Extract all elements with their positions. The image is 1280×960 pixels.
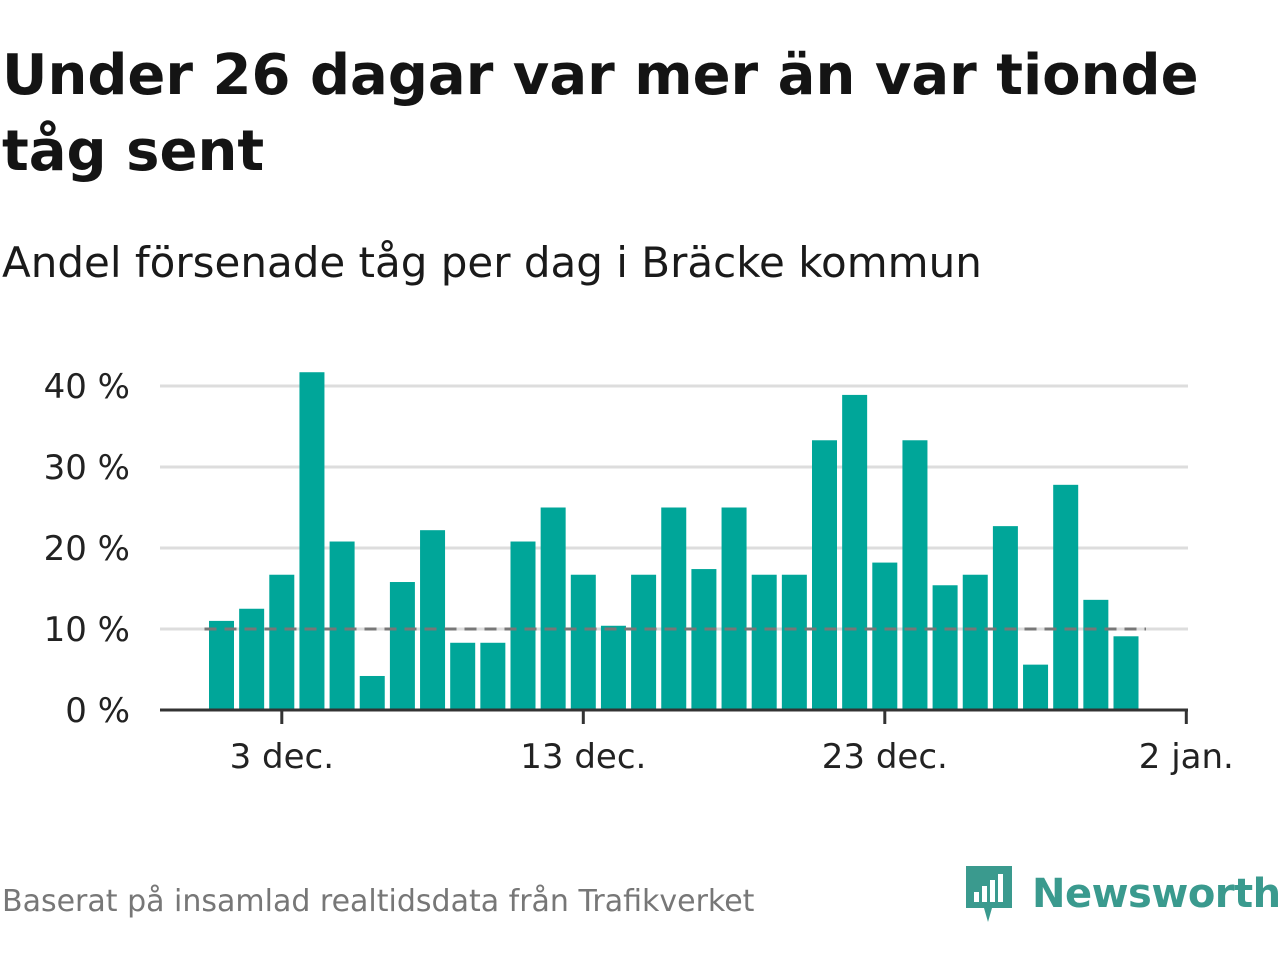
x-tick-label: 13 dec.	[520, 737, 646, 777]
x-tick-label: 2 jan.	[1139, 737, 1234, 777]
y-tick-label: 30 %	[44, 448, 130, 488]
bar	[992, 526, 1018, 710]
y-tick-label: 0 %	[65, 691, 130, 731]
bar	[420, 530, 446, 710]
y-tick-label: 10 %	[44, 610, 130, 650]
bar	[600, 625, 626, 710]
bar	[631, 574, 657, 710]
bar	[1053, 484, 1079, 710]
bar	[691, 569, 717, 710]
chart-title: Under 26 dagar var mer än var tionde tåg…	[2, 43, 1199, 184]
bar	[812, 440, 837, 710]
bar	[842, 394, 868, 710]
bar	[510, 541, 536, 710]
bar	[389, 582, 415, 710]
bar	[480, 642, 506, 710]
x-axis	[160, 708, 1188, 724]
bar	[450, 642, 476, 710]
bar	[721, 507, 747, 710]
bar	[269, 574, 295, 710]
x-axis-labels: 3 dec. 13 dec. 23 dec. 2 jan.	[230, 737, 1234, 777]
x-tick-label: 3 dec.	[230, 737, 334, 777]
bar	[329, 541, 355, 710]
bar	[1023, 664, 1049, 710]
bar	[962, 574, 988, 710]
newsworthy-logo: Newsworthy	[964, 864, 1280, 924]
y-axis-labels: 0 % 10 % 20 % 30 % 40 %	[44, 367, 130, 731]
newsworthy-chart-icon	[966, 866, 1012, 922]
bar	[751, 574, 777, 710]
bar	[299, 372, 325, 710]
source-footer: Baserat på insamlad realtidsdata från Tr…	[2, 884, 755, 919]
x-tick-label: 23 dec.	[822, 737, 948, 777]
bar	[239, 608, 265, 710]
bar-chart: 0 % 10 % 20 % 30 % 40 % 3 dec. 13 dec. 23 dec.…	[44, 367, 1234, 777]
bar	[570, 574, 596, 710]
bars	[209, 372, 1139, 710]
newsworthy-wordmark: Newsworthy	[1032, 871, 1280, 917]
bar	[661, 507, 687, 710]
y-tick-label: 40 %	[44, 367, 130, 407]
bar	[902, 440, 928, 710]
bar	[872, 562, 898, 710]
chart-subtitle: Andel försenade tåg per dag i Bräcke kom…	[2, 238, 982, 287]
bar	[932, 585, 958, 710]
bar	[209, 620, 234, 710]
bar	[359, 675, 385, 710]
bar	[540, 507, 566, 710]
bar	[1083, 599, 1109, 710]
y-tick-label: 20 %	[44, 529, 130, 569]
bar	[1113, 636, 1139, 710]
bar	[781, 574, 807, 710]
